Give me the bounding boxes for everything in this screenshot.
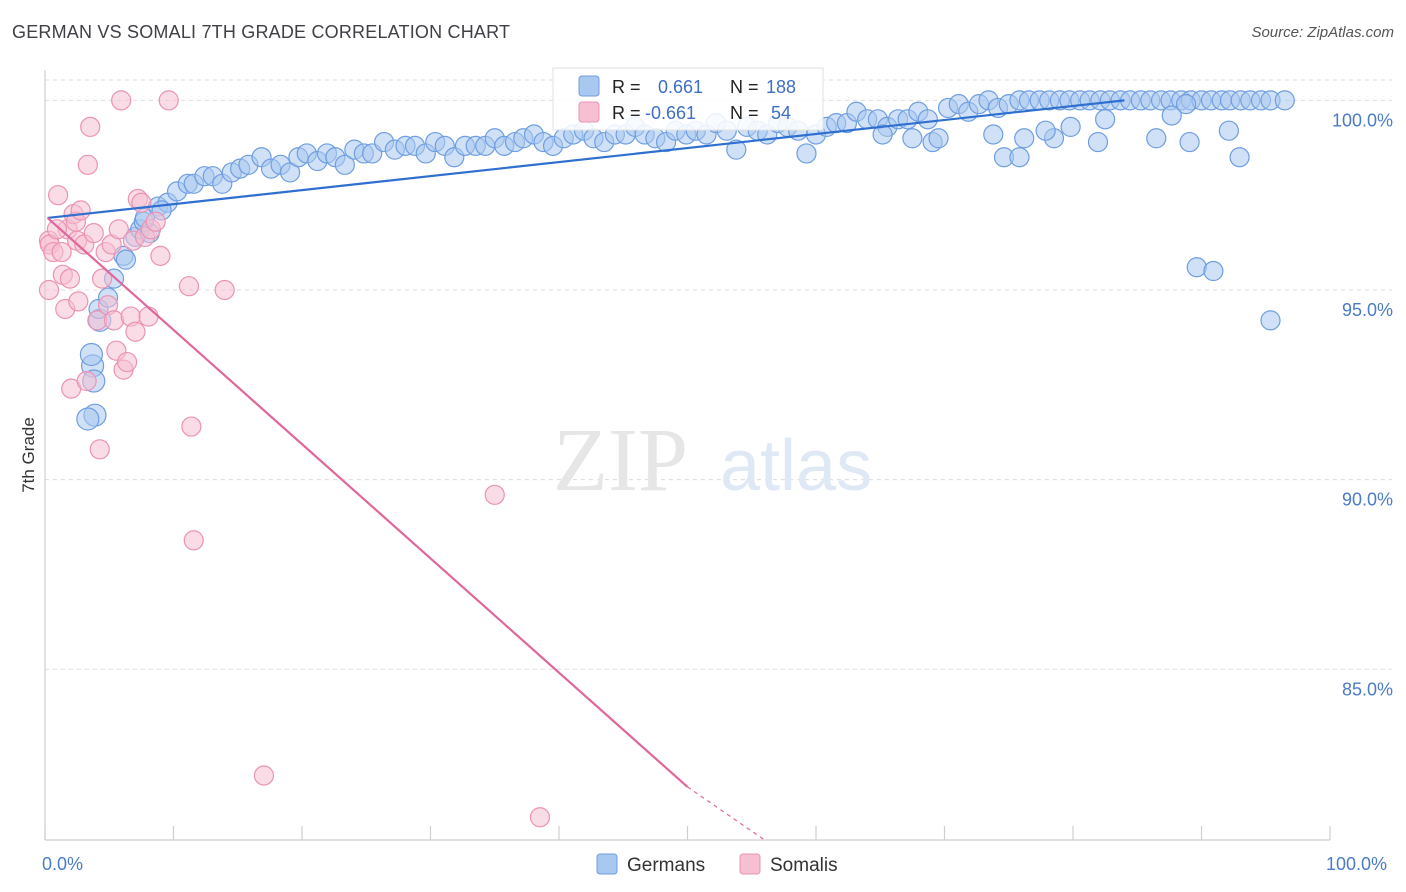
- stats-r-value-somalis: -0.661: [645, 103, 696, 123]
- somali-point: [68, 291, 89, 312]
- german-point: [1014, 128, 1035, 149]
- german-point: [726, 139, 747, 160]
- german-point: [115, 249, 137, 270]
- stats-r-label-somalis: R =: [612, 103, 641, 123]
- legend-label-germans: Germans: [627, 855, 705, 876]
- legend-label-somalis: Somalis: [770, 855, 838, 876]
- somali-point: [178, 276, 200, 297]
- stats-n-label-germans: N =: [730, 77, 759, 97]
- somali-point: [158, 90, 179, 111]
- x-tick-label-min: 0.0%: [42, 854, 83, 874]
- stats-swatch-germans: [578, 75, 600, 97]
- watermark-zip: ZIP: [553, 411, 688, 510]
- y-tick-label: 95.0%: [1342, 300, 1393, 320]
- somali-point: [214, 279, 235, 301]
- german-point: [1229, 147, 1250, 168]
- somali-point: [108, 219, 129, 240]
- german-point: [1035, 120, 1056, 141]
- somali-point: [80, 116, 101, 137]
- y-tick-label: 90.0%: [1342, 490, 1393, 510]
- german-point: [1087, 131, 1109, 153]
- german-point: [1146, 128, 1167, 149]
- legend-swatch-somalis: [739, 853, 761, 875]
- german-point: [1179, 131, 1200, 153]
- somali-point: [150, 245, 171, 266]
- german-point: [1095, 109, 1116, 130]
- somali-point: [51, 241, 72, 263]
- stats-legend: R = 0.661 N = 188 R = -0.661 N = 54: [552, 67, 824, 131]
- german-point: [76, 407, 100, 431]
- german-point: [1161, 105, 1182, 126]
- somali-point: [111, 90, 132, 111]
- somali-point: [529, 807, 551, 828]
- x-axis-ticks: [44, 826, 1331, 840]
- somali-point: [47, 185, 69, 206]
- somali-point: [70, 200, 91, 221]
- somali-point: [83, 223, 104, 244]
- somali-point: [125, 321, 146, 342]
- stats-swatch-somalis: [578, 101, 600, 123]
- german-point: [1260, 310, 1281, 331]
- german-point: [983, 124, 1004, 145]
- german-point: [1009, 147, 1030, 168]
- x-tick-label-max: 100.0%: [1326, 854, 1387, 874]
- somali-point: [116, 351, 138, 373]
- german-point: [79, 342, 104, 367]
- bottom-legend: Germans Somalis: [596, 853, 838, 876]
- german-point: [796, 143, 817, 164]
- german-point: [902, 128, 923, 149]
- somali-point: [76, 370, 97, 392]
- stats-n-label-somalis: N =: [730, 103, 759, 123]
- somali-point: [77, 154, 98, 175]
- german-point: [872, 124, 893, 145]
- germans-points: [76, 90, 1295, 431]
- german-point: [1186, 257, 1207, 278]
- somalis-trend-line: [46, 217, 689, 788]
- somali-point: [181, 416, 202, 437]
- stats-r-value-germans: 0.661: [658, 77, 703, 97]
- somali-point: [138, 306, 159, 327]
- somali-point: [484, 484, 505, 505]
- german-point: [928, 128, 949, 149]
- german-point: [1203, 260, 1224, 282]
- somalis-trend-extension: [687, 786, 765, 841]
- stats-r-label-germans: R =: [612, 77, 641, 97]
- german-point: [1274, 90, 1295, 111]
- y-axis-label: 7th Grade: [19, 417, 38, 493]
- stats-n-value-germans: 188: [766, 77, 796, 97]
- somali-point: [183, 530, 204, 551]
- german-point: [1175, 94, 1197, 115]
- somali-point: [253, 765, 275, 786]
- chart-title: GERMAN VS SOMALI 7TH GRADE CORRELATION C…: [12, 22, 511, 42]
- stats-n-value-somalis: 54: [771, 103, 791, 123]
- source-label: Source: ZipAtlas.com: [1251, 24, 1394, 41]
- somali-point: [103, 310, 125, 331]
- somali-point: [59, 268, 81, 289]
- legend-swatch-germans: [596, 853, 618, 875]
- germans-trend-line: [47, 99, 1125, 220]
- german-point: [1060, 116, 1081, 137]
- y-tick-label: 85.0%: [1342, 679, 1393, 699]
- somali-point: [89, 439, 110, 460]
- y-tick-labels: 85.0% 90.0% 95.0% 100.0%: [1332, 110, 1393, 699]
- y-tick-label: 100.0%: [1332, 110, 1393, 130]
- somali-point: [92, 268, 113, 289]
- german-point: [917, 109, 938, 130]
- somali-point: [46, 219, 67, 240]
- somali-point: [145, 211, 166, 232]
- trend-lines: [46, 99, 1125, 841]
- somalis-points: [38, 90, 551, 828]
- watermark-atlas: atlas: [720, 426, 872, 506]
- german-point: [334, 154, 355, 175]
- german-point: [1218, 120, 1239, 141]
- somali-point: [38, 279, 60, 301]
